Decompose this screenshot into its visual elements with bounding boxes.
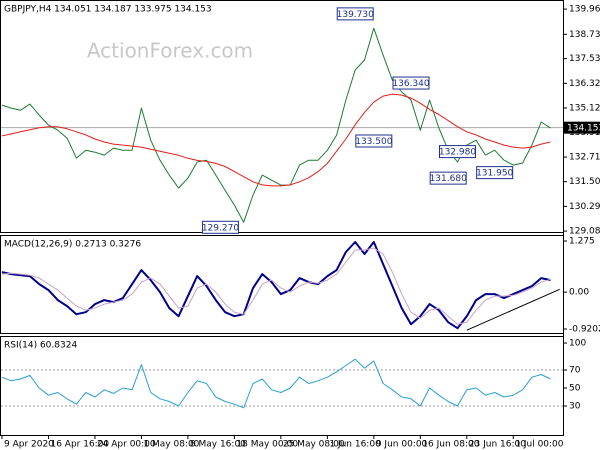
price-annotation-box — [438, 145, 476, 159]
x-tick-label: 18 May 00:00 — [236, 440, 298, 450]
y-tick-label: 131.505 — [569, 177, 600, 187]
price-annotation-label: 131.680 — [430, 174, 467, 184]
watermark: ActionForex.com — [87, 39, 253, 63]
price-annotation-box — [201, 220, 239, 234]
y-tick-label: 139.965 — [569, 5, 600, 15]
y-tick-label: 129.085 — [569, 227, 600, 237]
price-annotation-label: 133.500 — [355, 137, 392, 147]
price-annotation-label: 131.950 — [476, 169, 513, 179]
x-tick-label: 1 Jul 00:00 — [515, 440, 564, 450]
y-tick-label: 1.275 — [569, 237, 595, 247]
x-tick-label: 1 May 08:00 — [143, 440, 199, 450]
y-tick-label: 135.120 — [569, 103, 600, 113]
y-tick-label: 30 — [569, 402, 581, 412]
price-annotation-label: 136.340 — [392, 79, 429, 89]
x-tick-label: 1 Jun 16:00 — [329, 440, 381, 450]
series-line — [1, 358, 551, 409]
price-annotation-label: 129.270 — [202, 223, 239, 233]
price-annotation-box — [355, 134, 393, 148]
x-tick-label: 9 Jun 00:00 — [376, 440, 428, 450]
price-annotation-label: 139.730 — [337, 10, 374, 20]
price-annotation-box — [392, 76, 430, 90]
y-tick-label: 130.295 — [569, 202, 600, 212]
y-tick-label: -0.9202 — [569, 324, 600, 334]
x-tick-label: 24 Apr 00:00 — [97, 440, 156, 450]
y-tick-label: 138.730 — [569, 30, 600, 40]
series-line — [1, 93, 551, 187]
panel-title: MACD(12,26,9) 0.2713 0.3276 — [4, 240, 141, 250]
y-tick-label: 136.325 — [569, 79, 600, 89]
panel-title: GBPJPY,H4 134.051 134.187 133.975 134.15… — [4, 5, 212, 15]
price-annotation-box — [476, 166, 514, 180]
y-tick-label: 50 — [569, 384, 581, 394]
last-price-box — [564, 121, 600, 134]
y-tick-label: 100 — [569, 339, 586, 349]
last-price-label: 134.153 — [567, 124, 600, 134]
series-line — [1, 27, 551, 223]
series-line — [1, 247, 551, 325]
panel-title: RSI(14) 60.8324 — [4, 341, 77, 351]
x-tick-label: 8 May 16:00 — [190, 440, 246, 450]
y-tick-label: 132.710 — [569, 153, 600, 163]
price-annotation-box — [429, 171, 467, 185]
x-tick-label: 25 May 08:00 — [283, 440, 345, 450]
trendline — [466, 288, 560, 331]
y-tick-label: 137.535 — [569, 54, 600, 64]
price-annotation-label: 132.980 — [439, 148, 476, 158]
x-tick-label: 9 Apr 2020 — [4, 440, 54, 450]
x-tick-label: 16 Jun 08:00 — [422, 440, 479, 450]
series-line — [1, 241, 551, 330]
y-tick-label: 0.00 — [569, 288, 589, 298]
x-tick-label: 16 Apr 16:00 — [50, 440, 109, 450]
y-tick-label: 70 — [569, 366, 581, 376]
x-tick-label: 23 Jun 16:00 — [469, 440, 526, 450]
price-annotation-box — [336, 7, 374, 21]
